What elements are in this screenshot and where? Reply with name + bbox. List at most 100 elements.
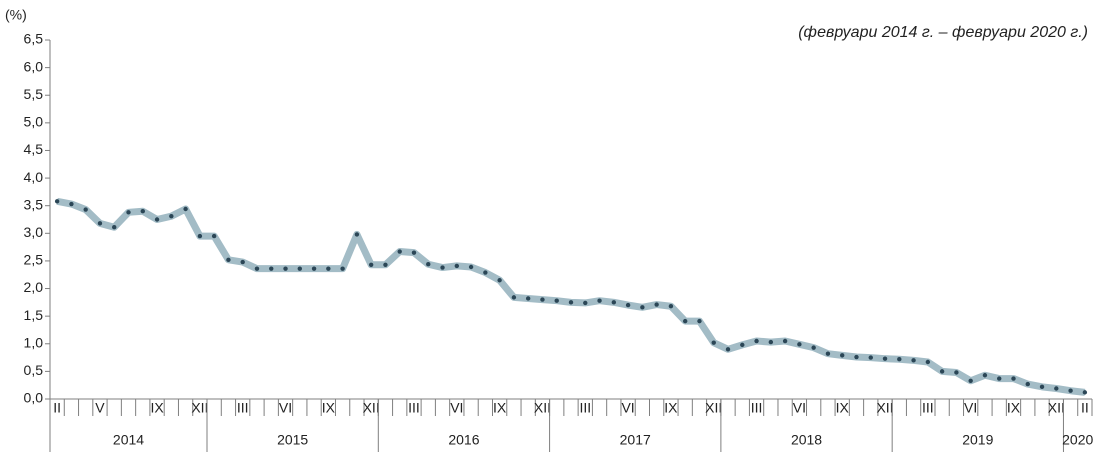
x-tick-label: II — [1081, 400, 1089, 416]
marker — [354, 232, 360, 237]
y-tick-label: 6,0 — [24, 58, 44, 74]
marker — [768, 339, 774, 345]
marker — [97, 221, 103, 226]
marker — [1025, 381, 1030, 387]
marker — [169, 213, 174, 219]
y-tick-label: 3,0 — [24, 224, 44, 240]
x-tick-label: III — [922, 400, 934, 416]
marker — [211, 233, 217, 239]
marker — [383, 262, 388, 267]
marker — [426, 262, 431, 267]
marker — [668, 304, 674, 309]
marker — [682, 318, 688, 324]
y-tick-label: 2,5 — [24, 252, 44, 268]
x-tick-label: VI — [964, 400, 977, 416]
x-tick-label: VI — [450, 400, 463, 416]
marker — [1082, 390, 1088, 395]
marker — [254, 266, 260, 271]
marker — [568, 300, 574, 305]
year-label: 2015 — [277, 432, 308, 448]
x-tick-label: III — [579, 400, 591, 416]
x-tick-label: III — [751, 400, 763, 416]
marker — [340, 266, 345, 271]
marker — [840, 353, 845, 358]
x-tick-label: IX — [1007, 400, 1021, 416]
marker — [525, 296, 531, 301]
marker — [811, 345, 816, 350]
marker — [126, 210, 131, 215]
x-tick-label: IX — [322, 400, 336, 416]
y-tick-label: 5,0 — [24, 114, 44, 130]
x-tick-label: III — [408, 400, 420, 416]
x-tick-label: XII — [876, 400, 893, 416]
marker — [154, 217, 160, 222]
marker — [1068, 388, 1073, 393]
marker — [112, 225, 117, 230]
x-tick-label: XII — [705, 400, 722, 416]
marker — [326, 266, 331, 271]
y-tick-label: 3,5 — [24, 196, 44, 212]
x-tick-label: VI — [793, 400, 806, 416]
marker — [925, 359, 931, 365]
marker — [711, 340, 716, 345]
x-tick-label: XII — [363, 400, 380, 416]
marker — [625, 302, 631, 308]
y-tick-label: 1,5 — [24, 307, 44, 323]
marker — [269, 266, 274, 271]
marker — [697, 318, 702, 324]
marker — [83, 207, 88, 212]
marker — [397, 249, 402, 254]
marker — [1054, 386, 1059, 391]
marker — [540, 297, 545, 302]
x-tick-label: VI — [279, 400, 292, 416]
marker — [1039, 384, 1045, 390]
y-tick-label: 4,0 — [24, 169, 44, 185]
marker — [497, 278, 502, 283]
marker — [968, 378, 973, 383]
marker — [283, 266, 288, 271]
marker — [611, 300, 617, 305]
marker — [797, 342, 802, 347]
y-tick-label: 1,0 — [24, 334, 44, 350]
x-tick-label: IX — [664, 400, 678, 416]
marker — [483, 270, 488, 275]
x-tick-label: XII — [1048, 400, 1065, 416]
x-tick-label: XII — [191, 400, 208, 416]
x-tick-label: IX — [836, 400, 850, 416]
marker — [882, 356, 888, 361]
y-tick-label: 0,0 — [24, 390, 44, 406]
marker — [854, 354, 859, 360]
marker — [297, 266, 302, 271]
x-tick-label: IX — [493, 400, 507, 416]
marker — [554, 298, 559, 303]
x-tick-label: XII — [534, 400, 551, 416]
marker — [597, 298, 602, 303]
line — [56, 197, 1086, 396]
marker — [511, 295, 517, 300]
marker — [440, 265, 445, 270]
marker — [69, 201, 74, 207]
year-label: 2016 — [448, 432, 479, 448]
year-label: 2020 — [1062, 432, 1093, 448]
marker — [654, 302, 659, 307]
marker — [825, 351, 831, 356]
x-tick-label: VI — [621, 400, 634, 416]
marker — [454, 263, 460, 269]
y-tick-label: 5,5 — [24, 86, 44, 102]
x-tick-label: III — [237, 400, 249, 416]
marker — [939, 369, 945, 374]
marker — [997, 376, 1002, 381]
y-tick-label: 2,0 — [24, 279, 44, 295]
x-tick-label: II — [53, 400, 61, 416]
x-tick-label: IX — [150, 400, 164, 416]
marker — [1011, 376, 1016, 381]
y-tick-label: 4,5 — [24, 141, 44, 157]
y-tick-label: 0,5 — [24, 362, 44, 378]
marker — [583, 300, 588, 306]
year-label: 2014 — [113, 432, 144, 448]
marker — [954, 370, 959, 375]
marker — [897, 357, 902, 362]
marker — [140, 209, 145, 214]
marker — [226, 257, 231, 263]
